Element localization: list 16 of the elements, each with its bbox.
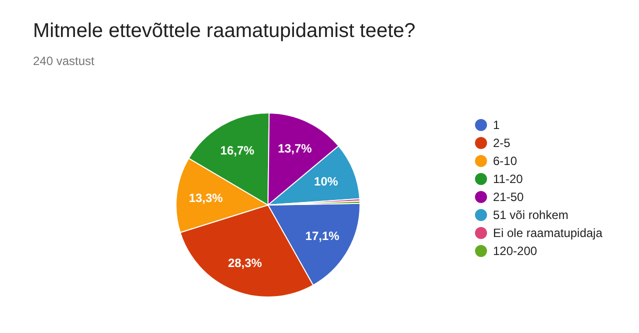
legend-label: 120-200 [493, 244, 538, 258]
legend-label: 6-10 [493, 154, 518, 168]
data-label: 13,7% [278, 141, 312, 156]
legend-label: 51 või rohkem [493, 208, 568, 222]
data-label: 17,1% [305, 229, 340, 244]
chart-title: Mitmele ettevõttele raamatupidamist teete? [33, 20, 416, 43]
data-label: 16,7% [220, 143, 255, 158]
data-label: 10% [314, 174, 338, 189]
legend-label: Ei ole raamatupidaja [493, 226, 602, 240]
data-label: 13,3% [188, 190, 224, 205]
legend-label: 1 [493, 118, 500, 132]
legend-label: 21-50 [493, 190, 524, 204]
legend-label: 2-5 [493, 136, 510, 150]
legend-label: 11-20 [493, 172, 523, 186]
text: 240 vastust [33, 54, 94, 68]
data-label: 28,3% [228, 256, 262, 270]
